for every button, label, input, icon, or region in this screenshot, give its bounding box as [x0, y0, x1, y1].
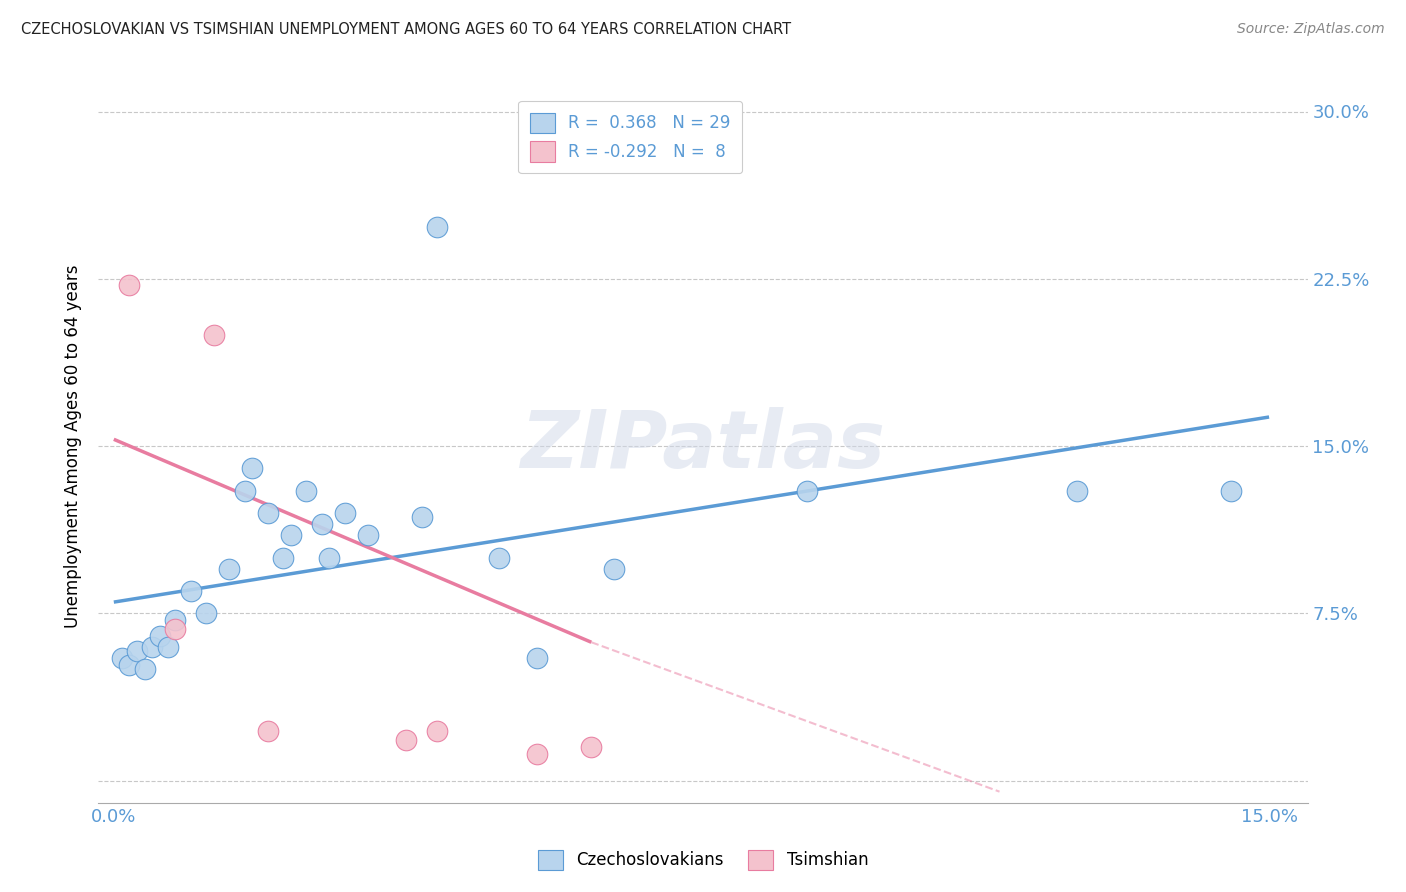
Point: [125, 644, 148, 658]
Point: [426, 220, 449, 235]
Point: [141, 640, 163, 654]
Point: [118, 278, 141, 293]
Point: [110, 651, 132, 665]
Point: [257, 724, 280, 739]
Point: [165, 613, 187, 627]
Point: [603, 562, 626, 576]
Point: [180, 583, 202, 598]
Point: [149, 628, 172, 642]
Point: [156, 640, 179, 654]
Point: [411, 510, 433, 524]
Point: [426, 724, 449, 739]
Point: [488, 550, 510, 565]
Point: [318, 550, 340, 565]
Point: [134, 662, 156, 676]
Point: [202, 327, 225, 342]
Point: [357, 528, 380, 542]
Point: [295, 483, 318, 498]
Text: ZIPatlas: ZIPatlas: [520, 407, 886, 485]
Point: [118, 657, 141, 672]
Point: [333, 506, 356, 520]
Point: [280, 528, 302, 542]
Point: [165, 622, 187, 636]
Point: [311, 517, 333, 532]
Point: [1219, 483, 1241, 498]
Point: [1066, 483, 1088, 498]
Legend: Czechoslovakians, Tsimshian: Czechoslovakians, Tsimshian: [531, 843, 875, 877]
Text: CZECHOSLOVAKIAN VS TSIMSHIAN UNEMPLOYMENT AMONG AGES 60 TO 64 YEARS CORRELATION : CZECHOSLOVAKIAN VS TSIMSHIAN UNEMPLOYMEN…: [21, 22, 792, 37]
Point: [271, 550, 294, 565]
Point: [526, 651, 548, 665]
Point: [395, 733, 418, 747]
Point: [796, 483, 818, 498]
Point: [218, 562, 240, 576]
Point: [581, 740, 603, 755]
Point: [242, 461, 264, 475]
Point: [195, 607, 218, 621]
Point: [526, 747, 548, 761]
Point: [233, 483, 256, 498]
Y-axis label: Unemployment Among Ages 60 to 64 years: Unemployment Among Ages 60 to 64 years: [65, 264, 83, 628]
Point: [257, 506, 280, 520]
Text: Source: ZipAtlas.com: Source: ZipAtlas.com: [1237, 22, 1385, 37]
